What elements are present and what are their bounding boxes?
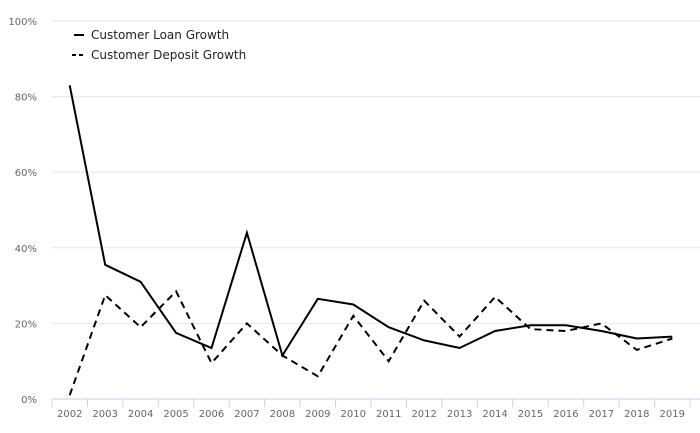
x-tick-label: 2012 — [411, 409, 436, 420]
y-tick-label: 100% — [8, 17, 37, 28]
x-axis: 2002 2003 2004 2005 2006 2007 2008 2009 2010 2011… — [51, 398, 700, 420]
legend: Customer Loan Growth Customer Deposit Gr… — [72, 28, 246, 62]
x-tick-label: 2004 — [128, 409, 153, 420]
gridlines — [52, 20, 700, 324]
legend-label-loan: Customer Loan Growth — [91, 28, 229, 42]
x-tick-label: 2017 — [589, 409, 614, 420]
x-tick-label: 2007 — [234, 409, 259, 420]
x-tick-label: 2018 — [624, 409, 649, 420]
series-lines — [68, 85, 673, 396]
x-tick-label: 2016 — [553, 409, 578, 420]
y-tick-label: 40% — [15, 244, 37, 255]
legend-label-deposit: Customer Deposit Growth — [91, 48, 246, 62]
x-tick-label: 2011 — [376, 409, 401, 420]
y-tick-label: 20% — [15, 319, 37, 330]
x-tick-label: 2002 — [57, 409, 82, 420]
x-tick-label: 2009 — [305, 409, 330, 420]
x-tick-label: 2019 — [660, 409, 685, 420]
x-tick-label: 2010 — [341, 409, 366, 420]
x-tick-label: 2015 — [518, 409, 543, 420]
y-tick-label: 80% — [15, 93, 37, 104]
y-tick-label: 0% — [21, 395, 37, 406]
x-tick-label: 2008 — [270, 409, 295, 420]
y-tick-label: 60% — [15, 168, 37, 179]
x-tick-label: 2003 — [92, 409, 117, 420]
y-axis: 0% 20% 40% 60% 80% 100% — [8, 17, 37, 406]
x-tick-label: 2014 — [482, 409, 507, 420]
x-tick-label: 2006 — [199, 409, 224, 420]
series-line-deposit-growth — [68, 289, 673, 396]
series-line-loan-growth — [68, 85, 673, 358]
x-tick-label: 2013 — [447, 409, 472, 420]
x-tick-label: 2005 — [163, 409, 188, 420]
